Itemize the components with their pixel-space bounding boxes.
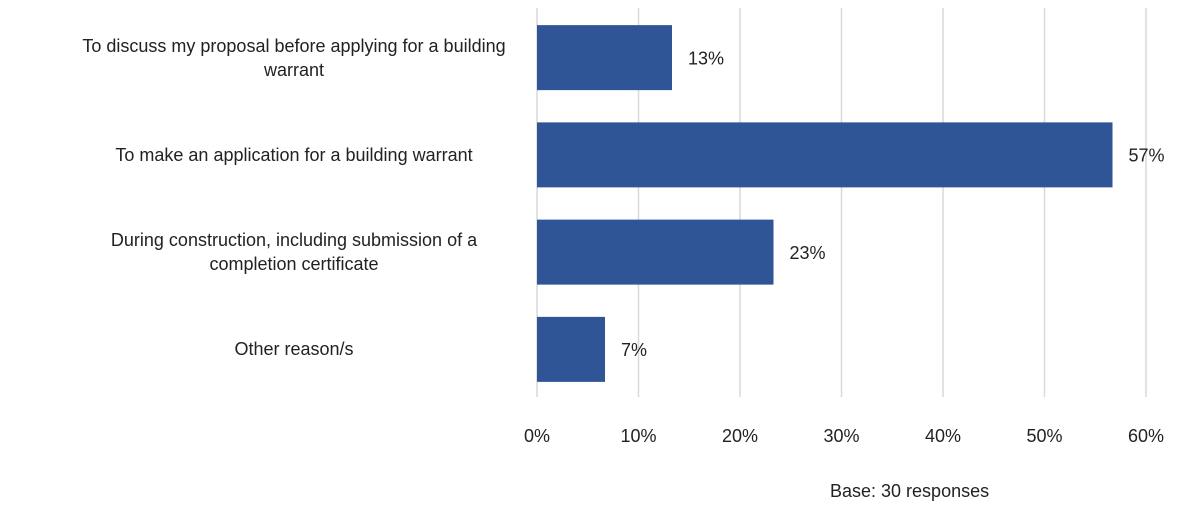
value-label: 23% bbox=[789, 243, 825, 263]
x-tick-label: 0% bbox=[524, 426, 550, 446]
value-label: 13% bbox=[688, 48, 724, 68]
x-tick-label: 10% bbox=[620, 426, 656, 446]
x-tick-label: 30% bbox=[823, 426, 859, 446]
x-tick-label: 50% bbox=[1026, 426, 1062, 446]
x-tick-label: 60% bbox=[1128, 426, 1164, 446]
bar bbox=[537, 316, 606, 382]
bar bbox=[537, 25, 672, 91]
bar bbox=[537, 219, 774, 285]
category-label: Other reason/s bbox=[234, 339, 354, 360]
category-label: During construction, including submissio… bbox=[110, 230, 478, 275]
bar bbox=[537, 122, 1113, 188]
x-tick-label: 20% bbox=[722, 426, 758, 446]
category-label: To discuss my proposal before applying f… bbox=[82, 35, 506, 80]
category-label: To make an application for a building wa… bbox=[115, 144, 473, 165]
x-tick-label: 40% bbox=[925, 426, 961, 446]
value-label: 57% bbox=[1129, 146, 1165, 166]
note: Base: 30 responses bbox=[830, 481, 989, 501]
value-label: 7% bbox=[621, 340, 647, 360]
